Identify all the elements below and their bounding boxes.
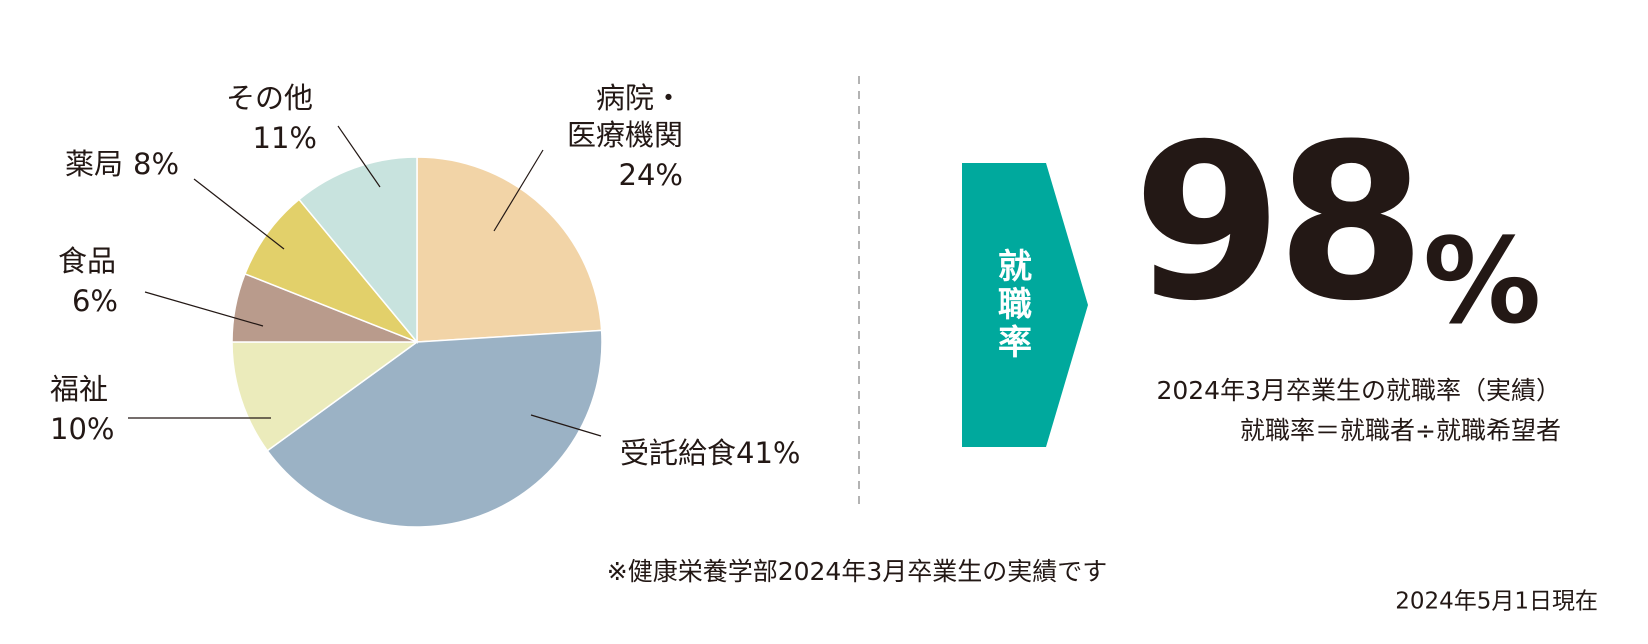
- category-line: 医療機関: [567, 118, 683, 152]
- category-label: 受託給食: [620, 436, 736, 470]
- leader-line: [337, 125, 381, 188]
- value-label: 6%: [72, 284, 118, 318]
- value-label: 11%: [253, 121, 317, 155]
- rate-formula: 就職率＝就職者÷就職希望者: [1240, 416, 1561, 445]
- leader-line: [144, 291, 264, 327]
- category-label: 薬局: [65, 147, 123, 181]
- category-label: 食品: [58, 244, 116, 278]
- slice-label: 薬局 8%: [65, 147, 179, 181]
- category-label: その他: [226, 81, 313, 115]
- badge-label: 就職率: [992, 248, 1032, 362]
- slice-label: 受託給食41%: [620, 436, 800, 470]
- pie-slice: [266, 329, 603, 528]
- arrow-badge: [962, 163, 1088, 447]
- footnote: ※健康栄養学部2024年3月卒業生の実績です: [607, 557, 1107, 586]
- rate-number: 98: [1133, 97, 1420, 348]
- value-label: 10%: [50, 412, 114, 446]
- leader-line: [193, 178, 285, 250]
- rate-unit: %: [1423, 212, 1541, 350]
- value-label: 8%: [133, 147, 179, 181]
- pie-slice: [298, 156, 418, 345]
- leader-line: [493, 149, 544, 232]
- pie-slice: [244, 198, 418, 343]
- category-label: 福祉: [50, 372, 108, 406]
- rate-caption: 2024年3月卒業生の就職率（実績）: [1156, 376, 1561, 405]
- category-label: 病院・医療機関: [567, 81, 683, 152]
- value-label: 41%: [736, 436, 800, 470]
- pie-slice: [231, 341, 420, 452]
- value-label: 24%: [619, 158, 683, 192]
- date: 2024年5月1日現在: [1395, 589, 1598, 615]
- pie-slice: [416, 156, 603, 343]
- pie-chart: 病院・医療機関 24% 受託給食41% 福祉 10% 食品 6% 薬局 8% その他 11%: [50, 81, 800, 528]
- category-line: 病院・: [596, 81, 683, 115]
- leader-line: [530, 414, 602, 437]
